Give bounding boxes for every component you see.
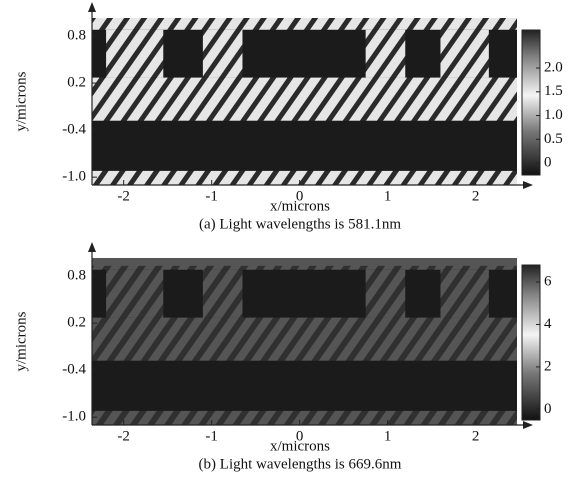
colorbar-tick-label: 6 <box>544 273 552 289</box>
y-tick-label: -0.4 <box>62 122 86 138</box>
x-arrow <box>523 421 533 429</box>
top-layer <box>92 258 517 266</box>
colorbar-tick-label: 2.0 <box>544 59 563 75</box>
colorbar-tick-label: 0 <box>544 155 552 171</box>
y-tick-label: -0.4 <box>62 362 86 378</box>
x-tick-label: -2 <box>117 188 130 204</box>
lower-slab <box>92 121 517 171</box>
y-tick-label: -1.0 <box>62 169 86 185</box>
x-arrow <box>523 181 533 189</box>
colorbar <box>522 30 540 175</box>
colorbar <box>522 265 540 420</box>
y-axis-label: y/microns <box>13 311 29 371</box>
y-arrow <box>88 242 96 252</box>
x-tick-label: -1 <box>205 428 218 444</box>
colorbar-tick-label: 1.5 <box>544 83 563 99</box>
colorbar-tick-label: 0.5 <box>544 131 563 147</box>
y-arrow <box>88 2 96 12</box>
hole <box>203 30 243 78</box>
hole <box>366 270 406 318</box>
hole <box>106 270 163 318</box>
y-tick-label: 0.8 <box>67 27 86 43</box>
figure: -2 -1 0 1 2 0.8 0.2 -0.4 -1.0 x/microns y/microns (… <box>0 0 586 487</box>
colorbar-tick-label: 2 <box>544 358 552 374</box>
hole <box>440 30 488 78</box>
x-tick-label: 2 <box>472 188 480 204</box>
x-axis-label: x/microns <box>270 198 330 214</box>
top-layer <box>92 18 517 26</box>
caption: (a) Light wavelengths is 581.1nm <box>199 216 401 232</box>
hole <box>106 30 163 78</box>
x-tick-label: 1 <box>384 428 392 444</box>
y-tick-label: 0.2 <box>67 75 86 91</box>
lower-slab <box>92 361 517 411</box>
x-tick-label: -2 <box>117 428 130 444</box>
hole <box>440 270 488 318</box>
x-tick-label: -1 <box>205 188 218 204</box>
caption: (b) Light wavelengths is 669.6nm <box>199 456 402 472</box>
x-tick-label: 1 <box>384 188 392 204</box>
y-tick-label: 0.8 <box>67 267 86 283</box>
y-axis-label: y/microns <box>13 71 29 131</box>
colorbar-tick-label: 4 <box>544 316 552 332</box>
y-tick-label: 0.2 <box>67 315 86 331</box>
hole <box>203 270 243 318</box>
x-axis-label: x/microns <box>270 438 330 454</box>
x-tick-label: 2 <box>472 428 480 444</box>
hole <box>366 30 406 78</box>
colorbar-tick-label: 1.0 <box>544 107 563 123</box>
page: {"chart_data": [ {"type": "heatmap", "xl… <box>0 0 586 487</box>
colorbar-tick-label: 0 <box>544 401 552 417</box>
y-tick-label: -1.0 <box>62 409 86 425</box>
